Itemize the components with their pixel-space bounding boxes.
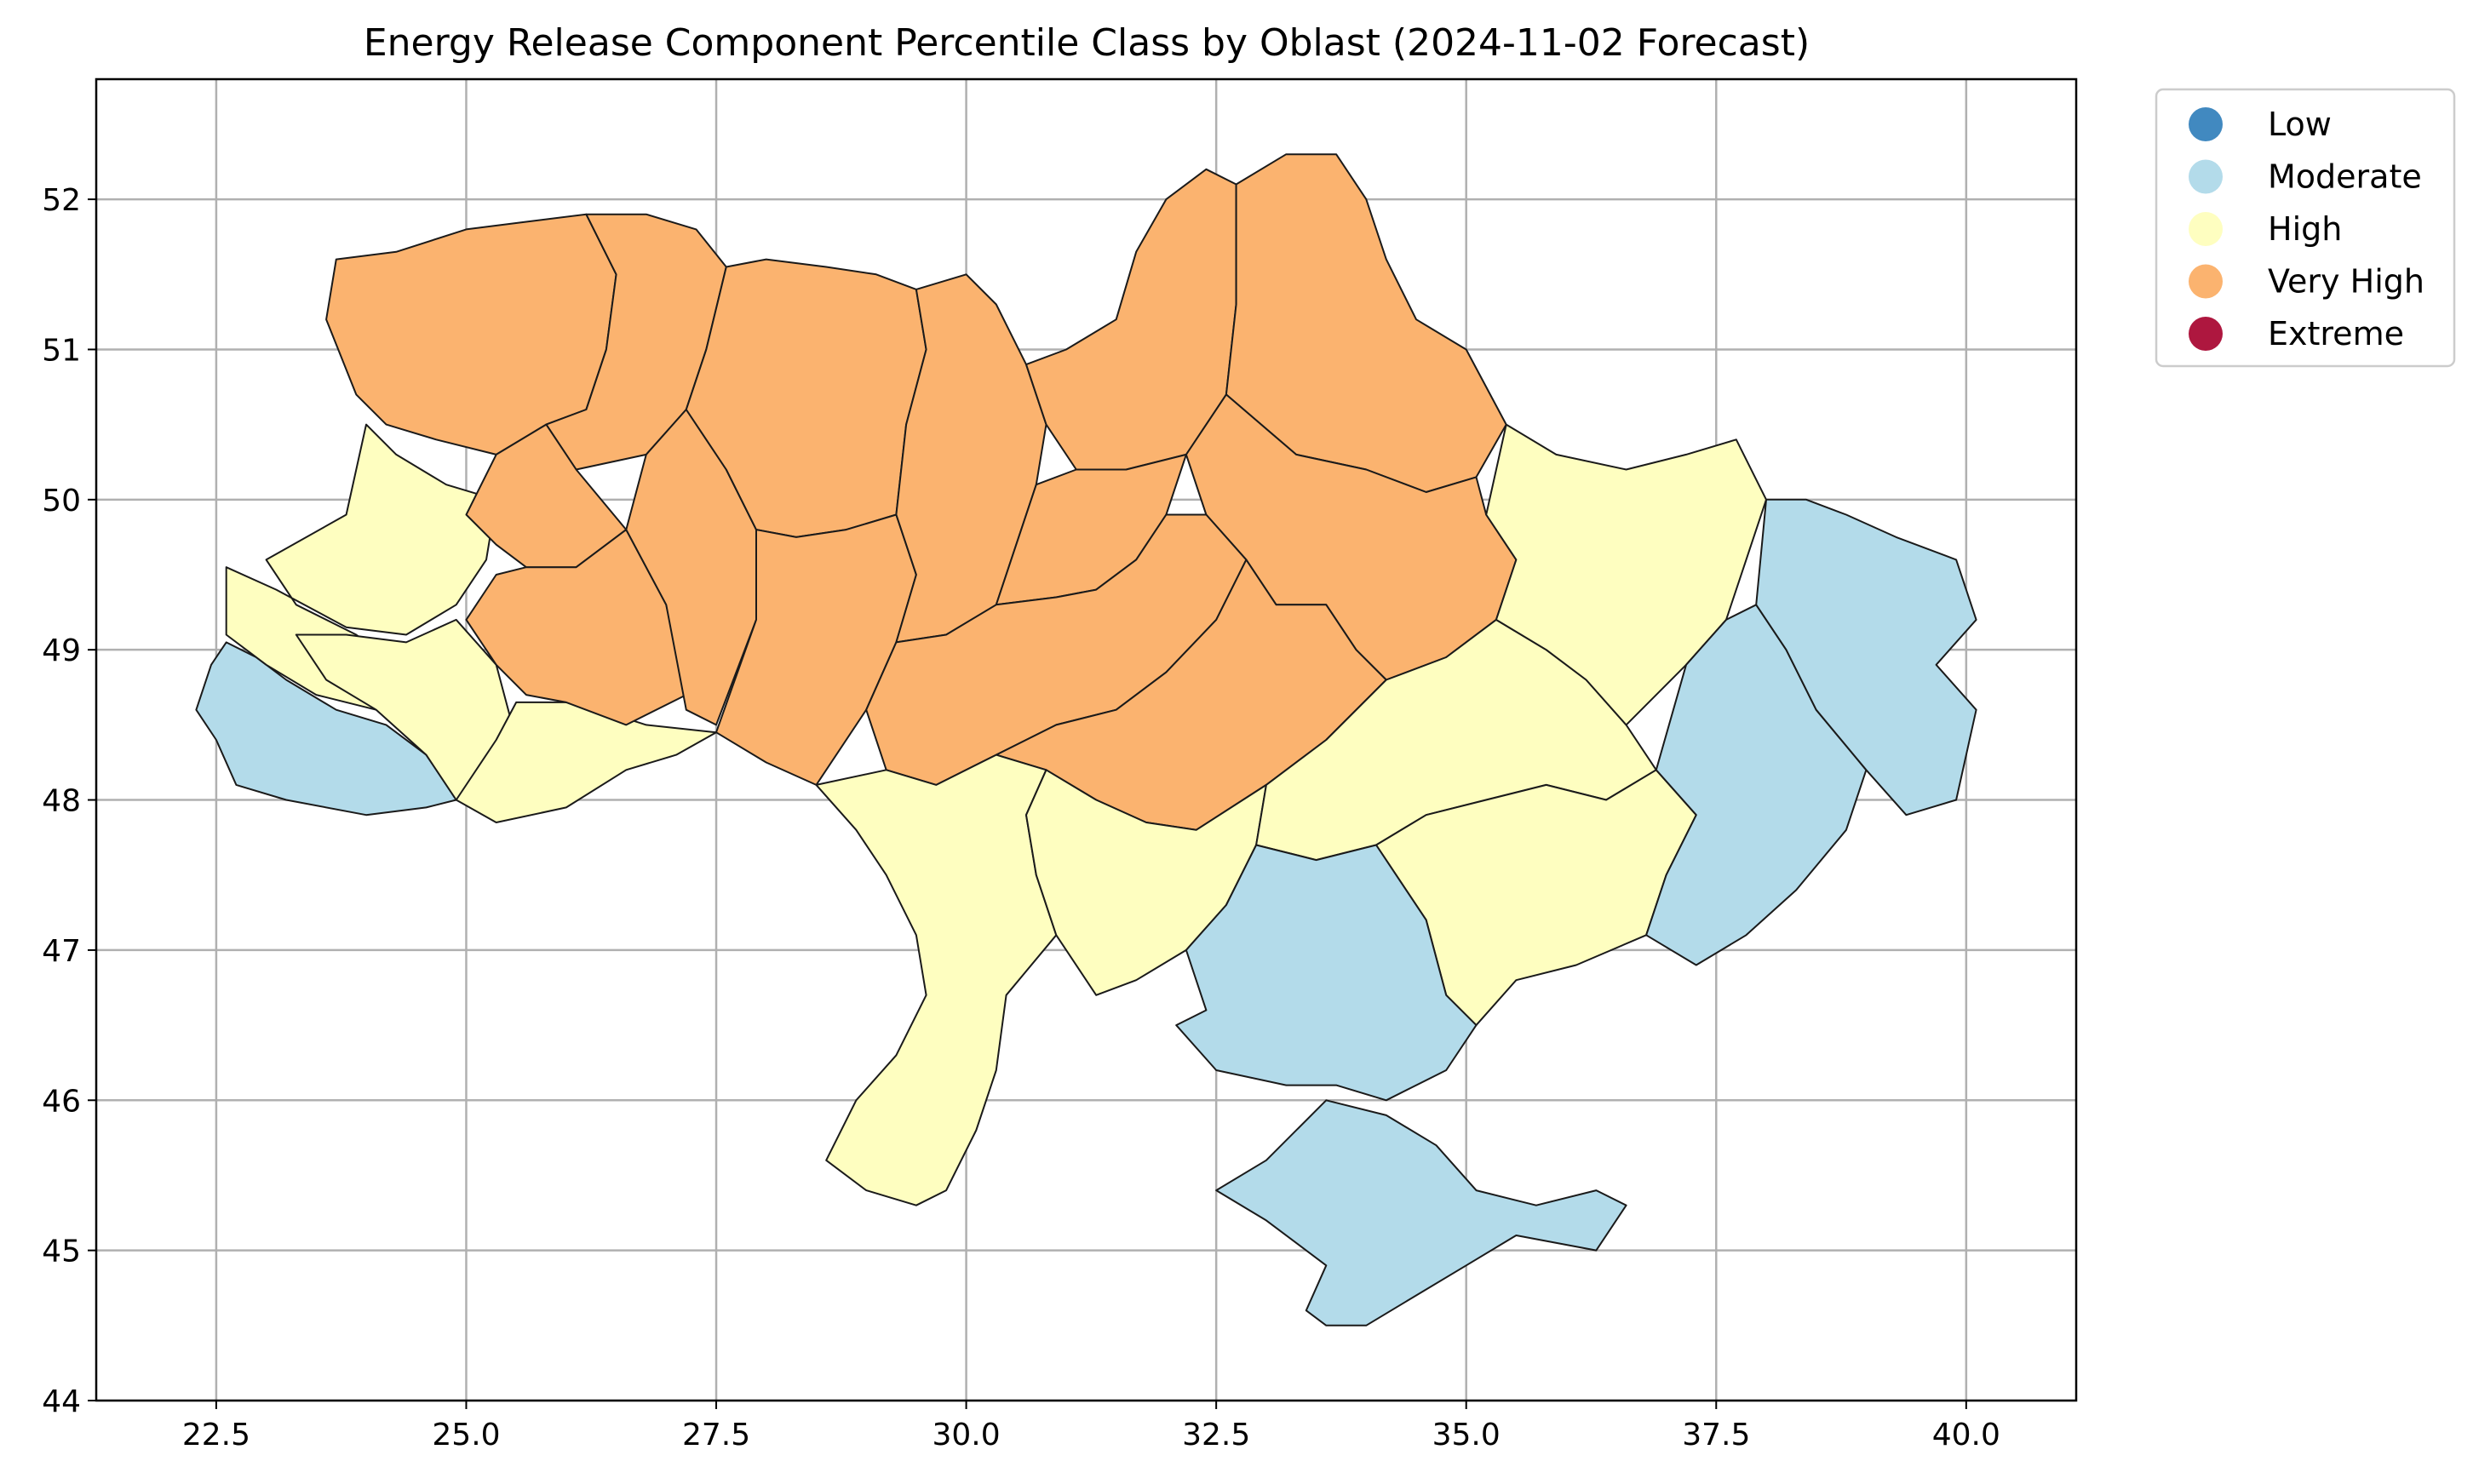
legend-label: Extreme [2268,315,2404,352]
x-tick-label: 32.5 [1182,1418,1250,1452]
y-tick-label: 46 [42,1084,81,1119]
plot-frame [95,77,2078,1402]
oblast-region-high [1485,423,1767,726]
legend-marker-moderate [2189,159,2223,194]
y-tick-label: 44 [42,1384,81,1419]
x-tick-label: 22.5 [182,1418,250,1452]
x-tick-label: 25.0 [432,1418,500,1452]
oblast-region-moderate [1215,1099,1627,1326]
y-tick-label: 48 [42,784,81,819]
y-tick-label: 51 [42,333,81,368]
plot-area [95,77,2078,1402]
y-axis: 44 45 46 47 48 49 50 51 52 [42,183,96,1419]
y-tick-label: 49 [42,633,81,668]
y-tick-label: 45 [42,1235,81,1269]
oblast-region-moderate [1755,498,1977,816]
legend-marker-high [2189,212,2223,246]
oblast-region-high [815,753,1058,1206]
legend-label: High [2268,210,2342,248]
x-tick-label: 30.0 [932,1418,1001,1452]
legend-label: Moderate [2268,158,2422,196]
legend-marker-very-high [2189,264,2223,299]
x-tick-label: 27.5 [682,1418,750,1452]
legend-box [2155,88,2456,368]
legend-label: Very High [2268,263,2424,301]
y-tick-label: 50 [42,484,81,519]
legend-items: Low Moderate High Very High Extreme [2189,106,2424,352]
chart-title: Energy Release Component Percentile Clas… [364,21,1810,65]
legend: Low Moderate High Very High Extreme [2155,88,2456,368]
oblast-region-moderate [1175,844,1478,1102]
legend-marker-extreme [2189,317,2223,351]
x-tick-label: 37.5 [1682,1418,1750,1452]
oblast-region-very-high [465,529,687,726]
x-tick-label: 40.0 [1932,1418,2000,1452]
x-tick-label: 35.0 [1432,1418,1501,1452]
oblast-regions [195,153,1977,1326]
x-axis: 22.5 25.0 27.5 30.0 32.5 35.0 37.5 40.0 [182,1401,2000,1452]
y-tick-label: 52 [42,183,81,218]
legend-marker-low [2189,107,2223,141]
legend-label: Low [2268,106,2332,143]
y-tick-label: 47 [42,934,81,969]
